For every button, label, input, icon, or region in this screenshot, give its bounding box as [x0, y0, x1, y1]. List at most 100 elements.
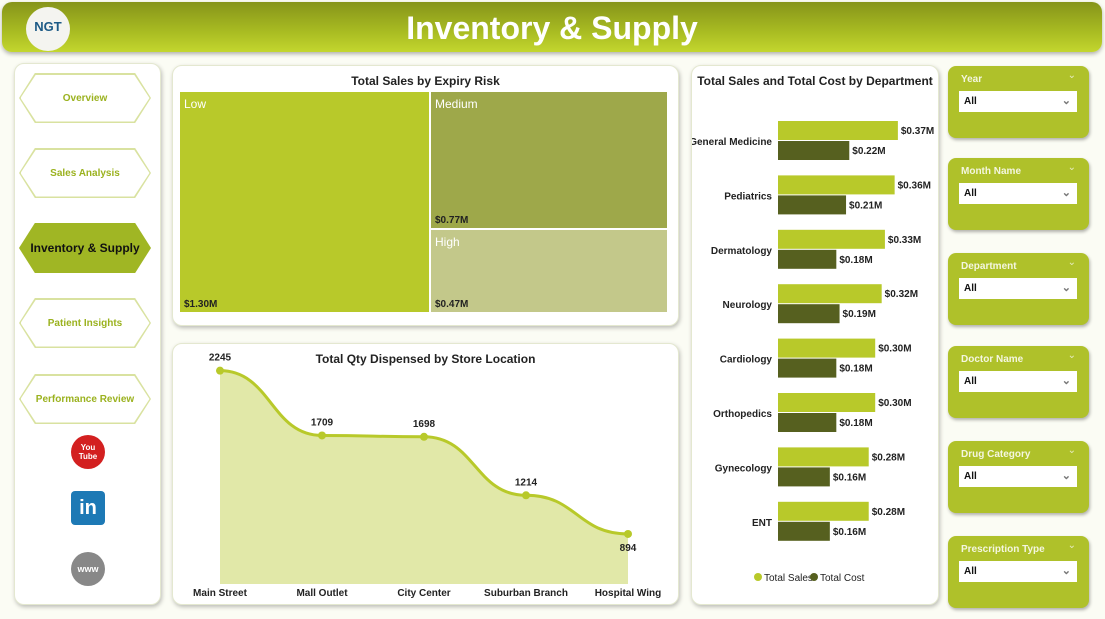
bar-total-cost	[778, 467, 830, 487]
tile-name: Medium	[435, 97, 478, 111]
chevron-down-icon[interactable]: ⌄	[1067, 350, 1076, 361]
bar-total-sales	[778, 175, 895, 195]
bar-total-cost	[778, 141, 850, 160]
bar-value-label: $0.33M	[888, 235, 921, 246]
data-point	[420, 432, 428, 441]
filter-value: All	[964, 283, 977, 294]
tile-value: $1.30M	[184, 299, 218, 310]
nav-panel: Overview Sales Analysis Inventory & Supp…	[14, 63, 161, 605]
youtube-icon[interactable]: You Tube	[71, 435, 105, 469]
filter-year: Year ⌄ All ⌄	[948, 66, 1089, 138]
treemap-tile-low[interactable]: Low $1.30M	[180, 92, 429, 312]
bar-total-sales	[778, 284, 882, 304]
filter-dropdown[interactable]: All ⌄	[959, 183, 1077, 204]
area-fill	[220, 370, 628, 584]
bar-value-label: $0.37M	[901, 126, 934, 137]
filter-dropdown[interactable]: All ⌄	[959, 91, 1077, 112]
chevron-down-icon: ⌄	[1061, 565, 1071, 577]
line-chart-card: Total Qty Dispensed by Store Location 22…	[172, 343, 679, 605]
data-label: 2245	[209, 353, 232, 364]
filter-dropdown[interactable]: All ⌄	[959, 278, 1077, 299]
bar-total-sales	[778, 121, 898, 140]
data-point	[216, 366, 224, 375]
data-label: 1698	[413, 419, 436, 430]
filter-doctor-name: Doctor Name ⌄ All ⌄	[948, 346, 1089, 418]
chevron-down-icon: ⌄	[1061, 95, 1071, 107]
chevron-down-icon: ⌄	[1061, 187, 1071, 199]
bar-value-label: $0.32M	[885, 289, 918, 300]
bar-total-sales	[778, 447, 869, 467]
tile-name: High	[435, 235, 460, 249]
filter-value: All	[964, 96, 977, 107]
x-tick-label: Hospital Wing	[595, 588, 662, 599]
y-tick-label: Gynecology	[715, 463, 773, 474]
x-tick-label: Mall Outlet	[296, 588, 348, 599]
bar-value-label: $0.28M	[872, 507, 905, 518]
bar-value-label: $0.18M	[839, 255, 872, 266]
bar-value-label: $0.16M	[833, 472, 866, 483]
tile-value: $0.47M	[435, 299, 469, 310]
chevron-down-icon[interactable]: ⌄	[1067, 70, 1076, 81]
bar-total-cost	[778, 195, 847, 215]
globe-icon[interactable]: www	[71, 552, 105, 586]
bar-chart: General Medicine $0.37M $0.22M Pediatrics $0…	[692, 121, 934, 584]
tile-value: $0.77M	[435, 215, 469, 226]
bar-value-label: $0.36M	[898, 180, 931, 191]
nav-overview[interactable]: Overview	[19, 73, 151, 123]
data-point	[522, 491, 530, 500]
nav-label: Sales Analysis	[20, 149, 150, 197]
data-point	[318, 431, 326, 440]
page-title: Inventory & Supply	[406, 10, 698, 46]
x-tick-label: City Center	[397, 588, 450, 599]
nav-patient-insights[interactable]: Patient Insights	[19, 298, 151, 348]
nav-performance-review[interactable]: Performance Review	[19, 374, 151, 424]
bar-total-sales	[778, 393, 876, 412]
chevron-down-icon[interactable]: ⌄	[1067, 257, 1076, 268]
y-tick-label: General Medicine	[692, 137, 772, 148]
bar-value-label: $0.30M	[878, 398, 911, 409]
chevron-down-icon[interactable]: ⌄	[1067, 162, 1076, 173]
area-chart: 2245 Main Street 1709 Mall Outlet 1698 City C…	[193, 353, 662, 599]
legend-marker	[810, 573, 818, 581]
bar-value-label: $0.28M	[872, 452, 905, 463]
bar-value-label: $0.16M	[833, 527, 866, 538]
treemap-title: Total Sales by Expiry Risk	[351, 74, 500, 88]
bar-total-sales	[778, 338, 876, 358]
treemap-card: Total Sales by Expiry Risk Low $1.30M Med…	[172, 65, 679, 326]
bar-chart-title: Total Sales and Total Cost by Department	[697, 74, 933, 88]
treemap-tile-medium[interactable]: Medium $0.77M	[431, 92, 667, 228]
data-label: 1709	[311, 417, 334, 428]
bar-total-sales	[778, 501, 869, 521]
bar-chart-card: Total Sales and Total Cost by Department…	[691, 65, 939, 605]
bar-total-cost	[778, 521, 830, 541]
filter-prescription-type: Prescription Type ⌄ All ⌄	[948, 536, 1089, 608]
filter-value: All	[964, 188, 977, 199]
filter-dropdown[interactable]: All ⌄	[959, 466, 1077, 487]
filter-label: Department	[961, 261, 1017, 272]
y-tick-label: Cardiology	[720, 355, 773, 366]
tile-name: Low	[184, 97, 207, 111]
bar-total-cost	[778, 358, 837, 378]
treemap-tile-high[interactable]: High $0.47M	[431, 230, 667, 312]
filter-dropdown[interactable]: All ⌄	[959, 561, 1077, 582]
bar-value-label: $0.19M	[843, 309, 876, 320]
y-tick-label: ENT	[752, 518, 772, 529]
filter-label: Prescription Type	[961, 544, 1045, 555]
legend-label: Total Cost	[820, 573, 865, 584]
legend-label: Total Sales	[764, 573, 813, 584]
y-tick-label: Neurology	[723, 300, 773, 311]
filter-department: Department ⌄ All ⌄	[948, 253, 1089, 325]
nav-label: Performance Review	[20, 375, 150, 423]
filter-value: All	[964, 566, 977, 577]
nav-sales-analysis[interactable]: Sales Analysis	[19, 148, 151, 198]
filter-label: Doctor Name	[961, 354, 1024, 365]
bar-total-sales	[778, 229, 885, 249]
linkedin-icon[interactable]: in	[71, 491, 105, 525]
data-point	[624, 529, 632, 538]
chevron-down-icon[interactable]: ⌄	[1067, 540, 1076, 551]
nav-inventory-supply[interactable]: Inventory & Supply	[19, 223, 151, 273]
bar-value-label: $0.18M	[839, 418, 872, 429]
filter-dropdown[interactable]: All ⌄	[959, 371, 1077, 392]
data-label: 894	[620, 543, 637, 554]
chevron-down-icon[interactable]: ⌄	[1067, 445, 1076, 456]
